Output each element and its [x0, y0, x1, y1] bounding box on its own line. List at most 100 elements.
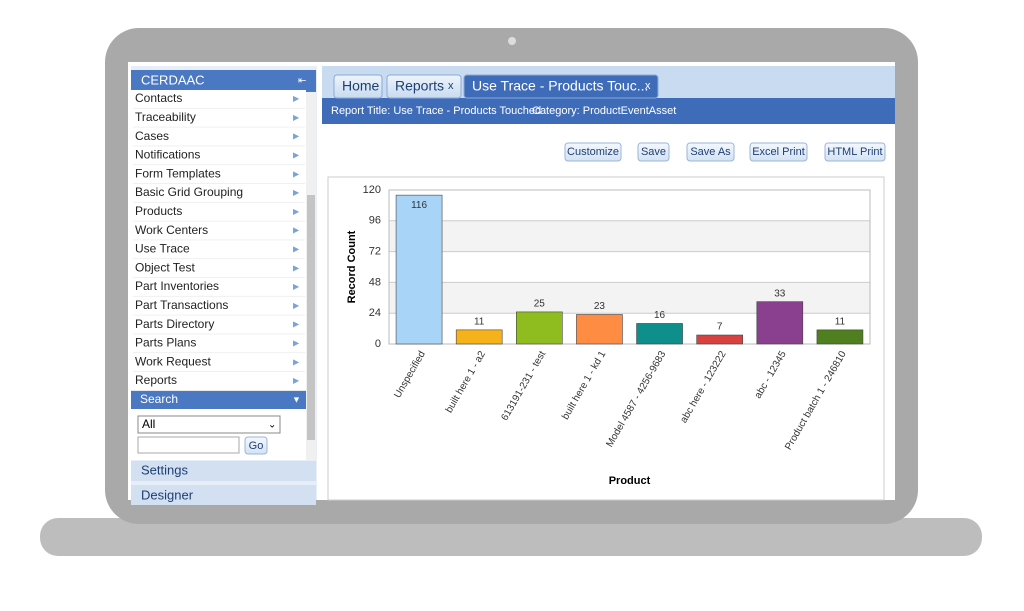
- nav-item[interactable]: [131, 296, 306, 316]
- y-axis-title: Record Count: [346, 230, 358, 303]
- nav-arrow: ▶: [293, 132, 300, 141]
- bar: [816, 329, 864, 345]
- bar: [756, 301, 804, 345]
- filter-select[interactable]: [137, 415, 281, 434]
- tab[interactable]: [463, 74, 659, 99]
- nav-item[interactable]: [131, 90, 306, 109]
- nav-item[interactable]: [131, 372, 306, 391]
- y-tick-label: 72: [369, 246, 381, 258]
- button-label: Excel Print: [752, 146, 805, 158]
- grid-band: [389, 220, 870, 252]
- nav-label: Parts Directory: [135, 317, 214, 331]
- tab-close[interactable]: x: [448, 80, 454, 92]
- value-label: 23: [594, 301, 606, 312]
- search-title: Search: [140, 392, 178, 406]
- tab[interactable]: [333, 74, 383, 99]
- tab-label: Use Trace - Products Touc...: [472, 78, 648, 94]
- nav-label: Part Transactions: [135, 298, 228, 312]
- y-tick-label: 120: [363, 184, 381, 196]
- nav-arrow: ▶: [293, 226, 300, 235]
- nav-arrow: ▶: [293, 376, 300, 385]
- report-category: Category: ProductEventAsset: [532, 105, 676, 117]
- nav-arrow: ▶: [293, 113, 300, 122]
- expand-icon: ▼: [292, 394, 301, 404]
- nav-arrow: ▶: [293, 320, 300, 329]
- nav-label: Parts Plans: [135, 336, 196, 350]
- collapse-icon[interactable]: ⇤: [298, 76, 306, 87]
- nav-arrow: ▶: [293, 282, 300, 291]
- value-label: 33: [774, 288, 786, 299]
- x-axis-title: Product: [609, 475, 651, 487]
- plot-area: [388, 189, 871, 345]
- nav-item[interactable]: [131, 315, 306, 335]
- value-label: 11: [474, 317, 485, 328]
- value-label: 116: [411, 200, 427, 211]
- toolbar-button[interactable]: [686, 142, 735, 162]
- button-label: Customize: [567, 146, 619, 158]
- settings-section[interactable]: [131, 461, 316, 481]
- search-header[interactable]: [131, 390, 306, 409]
- search-input[interactable]: [137, 436, 240, 454]
- nav-item[interactable]: [131, 278, 306, 297]
- nav-item[interactable]: [131, 240, 306, 260]
- nav-label: Notifications: [135, 148, 200, 162]
- report-bar: [322, 98, 895, 124]
- bar: [636, 323, 683, 345]
- report-title: Report Title: Use Trace - Products Touch…: [331, 105, 541, 117]
- tab-close[interactable]: x: [645, 80, 651, 92]
- nav-label: Form Templates: [135, 166, 221, 180]
- nav-label: Object Test: [135, 260, 195, 274]
- nav-arrow: ▶: [293, 188, 300, 197]
- nav-label: Work Request: [135, 354, 211, 368]
- tab-label: Reports: [395, 78, 444, 94]
- toolbar-button[interactable]: [749, 142, 808, 162]
- nav-label: Contacts: [135, 91, 182, 105]
- nav-label: Part Inventories: [135, 279, 219, 293]
- nav-label: Traceability: [135, 110, 196, 124]
- button-label: Save As: [690, 146, 731, 158]
- select-arrow: ⌄: [268, 420, 276, 431]
- go-label: Go: [249, 440, 264, 452]
- nav-arrow: ▶: [293, 339, 300, 348]
- toolbar-button[interactable]: [637, 142, 670, 162]
- nav-arrow: ▶: [293, 245, 300, 254]
- section-label: Designer: [141, 487, 194, 502]
- scroll-thumb[interactable]: [307, 195, 315, 440]
- tab-label: Home: [342, 78, 380, 94]
- camera: [508, 37, 516, 45]
- nav-item[interactable]: [131, 146, 306, 166]
- nav-item[interactable]: [131, 259, 306, 278]
- nav-arrow: ▶: [293, 169, 300, 178]
- nav-item[interactable]: [131, 184, 306, 203]
- button-label: HTML Print: [827, 146, 882, 158]
- sidebar-header: [131, 70, 316, 92]
- y-tick-label: 96: [369, 215, 381, 227]
- nav-item[interactable]: [131, 221, 306, 241]
- bar: [576, 314, 623, 345]
- toolbar-button[interactable]: [824, 142, 886, 162]
- go-button[interactable]: [244, 436, 268, 455]
- section-label: Settings: [141, 462, 188, 477]
- tab[interactable]: [386, 74, 462, 99]
- nav-label: Reports: [135, 373, 177, 387]
- nav-arrow: ▶: [293, 207, 300, 216]
- nav-item[interactable]: [131, 202, 306, 222]
- nav-arrow: ▶: [293, 357, 300, 366]
- value-label: 16: [654, 310, 666, 321]
- bar: [455, 329, 503, 345]
- nav-item[interactable]: [131, 353, 306, 372]
- toolbar-button[interactable]: [564, 142, 622, 162]
- designer-section[interactable]: [131, 485, 316, 505]
- bar: [696, 334, 743, 345]
- nav-label: Use Trace: [135, 242, 190, 256]
- app-title: CERDAAC: [141, 72, 205, 87]
- nav-item[interactable]: [131, 127, 306, 147]
- y-tick-label: 48: [369, 276, 381, 288]
- nav-item[interactable]: [131, 334, 306, 354]
- nav-arrow: ▶: [293, 301, 300, 310]
- nav-item[interactable]: [131, 108, 306, 128]
- nav-label: Cases: [135, 129, 169, 143]
- nav-item[interactable]: [131, 165, 306, 184]
- y-tick-label: 24: [369, 307, 381, 319]
